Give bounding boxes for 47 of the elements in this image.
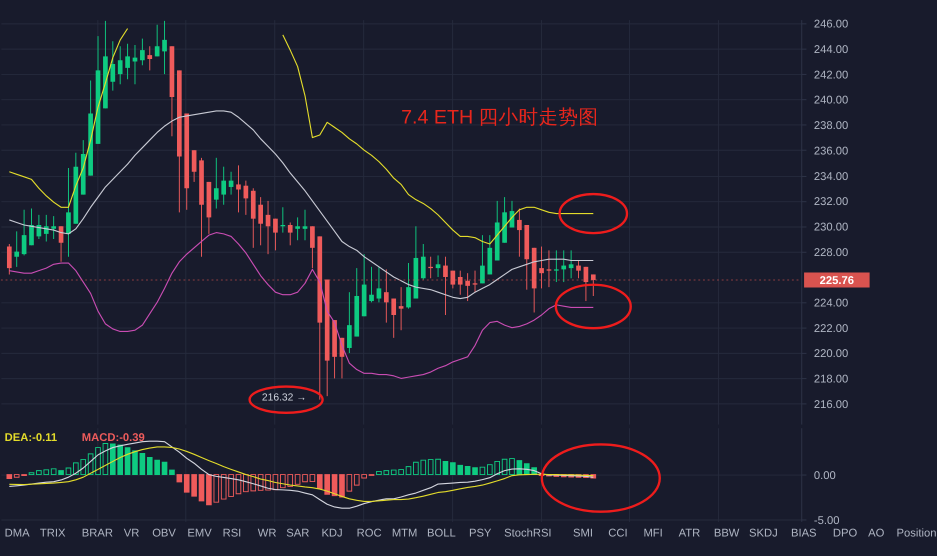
y-tick-label: 236.00 bbox=[814, 145, 848, 158]
y-tick-label: -5.00 bbox=[814, 514, 840, 527]
y-tick-label: 220.00 bbox=[814, 348, 848, 360]
text: DEA:-0.11 bbox=[4, 432, 58, 444]
y-tick-label: 222.00 bbox=[814, 322, 848, 335]
series-label: MACD:-0.39 bbox=[82, 432, 145, 444]
text: AO bbox=[868, 527, 885, 540]
text: BRAR bbox=[82, 527, 113, 540]
y-tick-label: 216.00 bbox=[814, 398, 848, 411]
text: BIAS bbox=[790, 527, 817, 540]
text: OBV bbox=[152, 527, 176, 540]
text: TRIX bbox=[40, 527, 66, 540]
y-tick-label: 246.00 bbox=[814, 18, 848, 31]
y-tick-label: 218.00 bbox=[814, 374, 848, 386]
y-tick-label: 228.00 bbox=[814, 246, 848, 259]
text: EMV bbox=[187, 527, 212, 540]
text: DPO bbox=[832, 527, 858, 540]
y-tick-label: 232.00 bbox=[814, 196, 848, 208]
y-tick-label: 230.00 bbox=[814, 221, 848, 234]
text: SAR bbox=[286, 527, 310, 540]
text: StochRSI bbox=[504, 527, 552, 540]
ref-line-label: 225.76 bbox=[820, 274, 854, 287]
y-tick-label: 244.00 bbox=[814, 44, 848, 56]
y-tick-label: 242.00 bbox=[814, 69, 848, 82]
y-tick-label: 240.00 bbox=[814, 94, 848, 107]
text: ROC bbox=[356, 527, 382, 540]
text: BBW bbox=[714, 527, 740, 540]
text: SKDJ bbox=[749, 527, 778, 540]
text: Position bbox=[896, 527, 936, 540]
y-tick-label: 234.00 bbox=[814, 170, 848, 183]
text: SMI bbox=[573, 527, 594, 540]
text: PSY bbox=[468, 527, 492, 540]
annotation: 216.32 → bbox=[262, 392, 307, 404]
y-tick-label: 0.00 bbox=[814, 470, 836, 482]
text: VR bbox=[124, 527, 140, 540]
text: CCI bbox=[608, 527, 628, 540]
text: MFI bbox=[643, 527, 663, 540]
text: DMA bbox=[4, 527, 30, 540]
text: KDJ bbox=[321, 527, 343, 540]
text: ATR bbox=[678, 527, 700, 540]
y-tick-label: 238.00 bbox=[814, 120, 848, 132]
text: BOLL bbox=[427, 527, 456, 540]
text: MTM bbox=[392, 527, 418, 540]
y-tick-label: 224.00 bbox=[814, 298, 848, 310]
text: RSI bbox=[222, 527, 242, 540]
text: WR bbox=[258, 527, 276, 540]
text: 7.4 ETH 四小时走势图 bbox=[401, 106, 599, 129]
